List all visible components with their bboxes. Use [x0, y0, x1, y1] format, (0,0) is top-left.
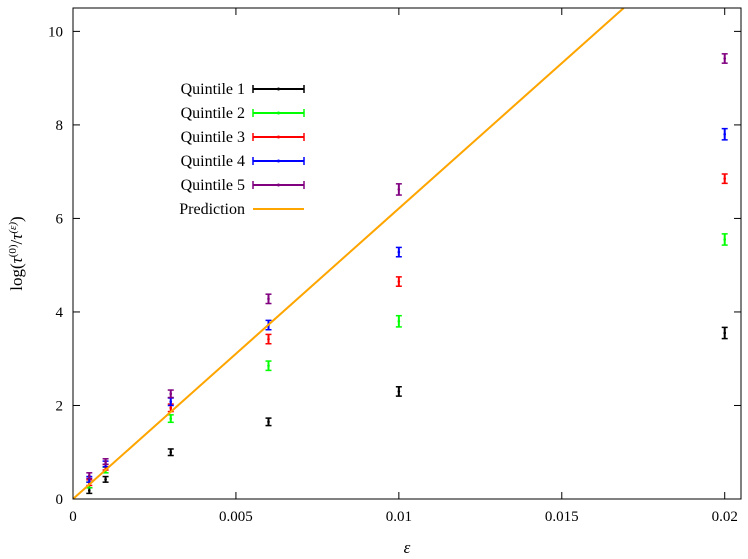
data-point — [397, 188, 401, 191]
errorbar-point — [721, 326, 728, 340]
data-point — [723, 57, 727, 60]
errorbar-point — [721, 53, 728, 64]
legend-label: Quintile 4 — [181, 153, 245, 170]
legend-label: Quintile 3 — [181, 129, 245, 146]
legend-label: Quintile 5 — [181, 177, 245, 194]
errorbar-point — [395, 246, 402, 258]
data-point — [267, 297, 270, 301]
legend-entry: Prediction — [179, 201, 304, 218]
y-tick-label: 8 — [56, 118, 64, 134]
data-point — [723, 132, 727, 136]
legend: Quintile 1 Quintile 2 Quintile 3 Quintile 4… — [179, 81, 305, 218]
data-point — [723, 331, 727, 335]
x-tick-label: 0.015 — [545, 509, 579, 525]
x-axis-label: ε — [404, 538, 411, 557]
legend-entry: Quintile 3 — [181, 129, 305, 146]
data-point — [723, 177, 727, 180]
data-point — [87, 474, 91, 477]
errorbar-point — [721, 233, 728, 246]
y-axis: 0 2 4 6 8 10 — [48, 24, 741, 508]
data-point — [267, 420, 270, 424]
data-point — [169, 417, 173, 420]
errorbar-point — [265, 360, 272, 372]
legend-marker — [277, 135, 280, 139]
data-point — [397, 390, 401, 393]
prediction-line — [73, 8, 625, 499]
errorbar-point — [395, 386, 402, 397]
errorbar-point — [395, 276, 402, 287]
errorbar-point — [721, 127, 728, 141]
errorbar-point — [265, 417, 272, 427]
y-tick-label: 2 — [56, 398, 64, 414]
data-point — [169, 392, 173, 396]
errorbar-point — [167, 389, 174, 399]
legend-entry: Quintile 2 — [181, 105, 305, 122]
data-point — [267, 364, 270, 368]
data-point — [104, 478, 107, 481]
errorbar-point — [265, 293, 272, 305]
legend-entry: Quintile 4 — [181, 153, 305, 170]
data-marks — [73, 8, 728, 499]
data-point — [104, 460, 107, 463]
legend-marker — [277, 183, 280, 187]
data-point — [87, 489, 91, 492]
y-tick-label: 4 — [56, 305, 64, 321]
errorbar-point — [167, 414, 174, 424]
errorbar-point — [102, 475, 109, 483]
data-point — [169, 406, 173, 410]
legend-entry: Quintile 5 — [181, 177, 305, 194]
errorbar-point — [395, 314, 402, 328]
data-point — [397, 250, 401, 254]
errorbar-point — [86, 472, 93, 480]
legend-marker — [277, 111, 280, 115]
plot-frame — [72, 7, 742, 500]
errorbar-point — [721, 173, 728, 185]
data-point — [169, 450, 173, 454]
data-point — [169, 400, 173, 404]
legend-marker — [277, 87, 280, 91]
y-tick-label: 10 — [48, 24, 63, 40]
x-tick-label: 0.01 — [386, 509, 412, 525]
data-point — [397, 320, 401, 323]
y-tick-label: 0 — [56, 492, 64, 508]
errorbar-point — [265, 333, 272, 345]
legend-label: Quintile 1 — [181, 81, 245, 98]
y-tick-label: 6 — [56, 211, 64, 227]
y-axis-label: log(τ(0)/τ(ε)) — [7, 216, 26, 290]
errorbar-point — [86, 487, 93, 495]
legend-label: Quintile 2 — [181, 105, 245, 122]
data-point — [397, 280, 401, 283]
x-tick-label: 0.005 — [219, 509, 253, 525]
errorbar-point — [102, 458, 109, 466]
data-point — [723, 238, 727, 241]
errorbar-point — [167, 448, 174, 457]
x-tick-label: 0.02 — [712, 509, 738, 525]
data-point — [267, 337, 270, 341]
x-axis: 0 0.005 0.01 0.015 0.02 — [69, 8, 738, 525]
legend-marker — [277, 159, 280, 163]
legend-label: Prediction — [179, 201, 245, 218]
errorbar-point — [395, 183, 402, 196]
x-tick-label: 0 — [69, 509, 77, 525]
legend-entry: Quintile 1 — [181, 81, 305, 98]
